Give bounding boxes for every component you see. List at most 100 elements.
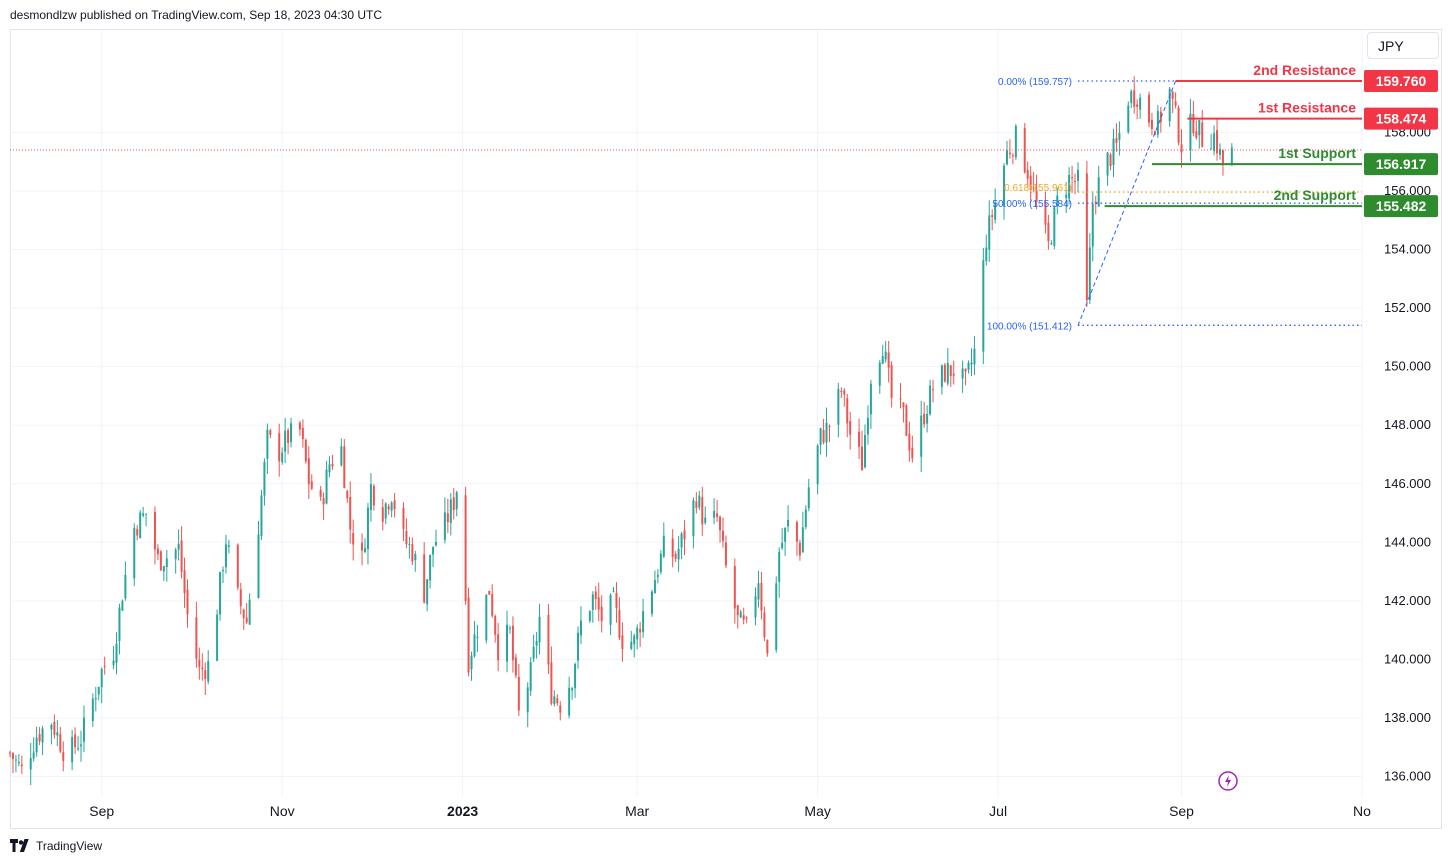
candle-body[interactable]: [739, 611, 742, 618]
candle-body[interactable]: [298, 422, 301, 430]
candle-body[interactable]: [77, 748, 80, 750]
candle-body[interactable]: [568, 687, 571, 716]
candle-body[interactable]: [1094, 201, 1097, 205]
candle-body[interactable]: [858, 431, 861, 447]
candle-body[interactable]: [124, 574, 127, 599]
candle-body[interactable]: [174, 549, 177, 560]
candle-body[interactable]: [1071, 177, 1074, 179]
candle-body[interactable]: [636, 627, 639, 640]
candle-body[interactable]: [94, 697, 97, 700]
candle-body[interactable]: [506, 624, 509, 662]
candle-body[interactable]: [387, 506, 390, 510]
candle-body[interactable]: [920, 415, 923, 457]
candle-body[interactable]: [56, 732, 59, 736]
candle-body[interactable]: [816, 445, 819, 485]
candle-body[interactable]: [322, 498, 325, 505]
candle-body[interactable]: [426, 579, 429, 605]
candle-body[interactable]: [346, 491, 349, 499]
candle-body[interactable]: [508, 627, 511, 629]
candle-body[interactable]: [804, 509, 807, 528]
candle-body[interactable]: [162, 566, 165, 572]
candle-body[interactable]: [1056, 195, 1059, 207]
candle-body[interactable]: [1136, 104, 1139, 107]
candle-body[interactable]: [473, 634, 476, 657]
candle-body[interactable]: [1156, 111, 1159, 135]
candle-body[interactable]: [29, 758, 32, 770]
candle-body[interactable]: [435, 541, 438, 546]
candle-body[interactable]: [1171, 91, 1174, 99]
candle-body[interactable]: [801, 527, 804, 553]
candle-body[interactable]: [781, 542, 784, 549]
candle-body[interactable]: [1109, 154, 1112, 167]
candle-body[interactable]: [242, 609, 245, 619]
candle-body[interactable]: [778, 551, 781, 582]
candle-body[interactable]: [991, 215, 994, 217]
candle-body[interactable]: [301, 427, 304, 440]
candle-body[interactable]: [579, 620, 582, 636]
candle-body[interactable]: [905, 405, 908, 436]
candle-body[interactable]: [310, 481, 313, 489]
candle-body[interactable]: [970, 362, 973, 365]
candle-body[interactable]: [724, 542, 727, 566]
candle-body[interactable]: [532, 646, 535, 659]
candle-body[interactable]: [588, 611, 591, 621]
candle-body[interactable]: [423, 554, 426, 603]
candle-body[interactable]: [236, 544, 239, 588]
candle-body[interactable]: [1153, 131, 1156, 135]
candle-body[interactable]: [698, 495, 701, 508]
candle-body[interactable]: [1133, 90, 1136, 107]
candle-body[interactable]: [488, 590, 491, 595]
candle-body[interactable]: [207, 661, 210, 682]
candle-body[interactable]: [9, 752, 11, 754]
lightning-event-icon[interactable]: [1218, 771, 1238, 791]
candle-body[interactable]: [219, 572, 222, 615]
candle-body[interactable]: [1074, 181, 1077, 183]
candle-body[interactable]: [100, 668, 103, 688]
candle-body[interactable]: [284, 430, 287, 452]
candle-body[interactable]: [642, 611, 645, 633]
candle-body[interactable]: [952, 373, 955, 376]
candle-body[interactable]: [973, 348, 976, 365]
candle-body[interactable]: [825, 422, 828, 443]
candle-body[interactable]: [1130, 91, 1133, 104]
candle-body[interactable]: [136, 528, 139, 536]
candle-body[interactable]: [115, 643, 118, 664]
candle-body[interactable]: [41, 728, 44, 743]
candle-body[interactable]: [985, 247, 988, 262]
candle-body[interactable]: [1192, 113, 1195, 134]
candle-body[interactable]: [349, 496, 352, 530]
candle-body[interactable]: [408, 544, 411, 546]
candle-body[interactable]: [908, 433, 911, 451]
candle-body[interactable]: [574, 663, 577, 689]
candle-body[interactable]: [550, 662, 553, 704]
candle-body[interactable]: [716, 513, 719, 518]
candle-body[interactable]: [307, 458, 310, 485]
candle-body[interactable]: [1097, 177, 1100, 207]
candle-body[interactable]: [887, 352, 890, 368]
candle-body[interactable]: [260, 495, 263, 537]
candle-body[interactable]: [133, 527, 136, 579]
candle-body[interactable]: [795, 522, 798, 542]
candle-body[interactable]: [961, 368, 964, 379]
candle-body[interactable]: [538, 616, 541, 643]
candle-body[interactable]: [319, 489, 322, 497]
candle-body[interactable]: [50, 724, 53, 730]
candle-body[interactable]: [381, 507, 384, 522]
candle-body[interactable]: [1147, 94, 1150, 123]
candle-body[interactable]: [1050, 243, 1053, 245]
candle-body[interactable]: [145, 513, 148, 515]
candle-body[interactable]: [967, 362, 970, 370]
candle-body[interactable]: [82, 717, 85, 742]
candle-body[interactable]: [926, 414, 929, 424]
candle-body[interactable]: [553, 696, 556, 705]
candle-body[interactable]: [142, 513, 145, 516]
candle-body[interactable]: [269, 430, 272, 435]
candle-body[interactable]: [1032, 187, 1035, 189]
candle-body[interactable]: [183, 570, 186, 594]
candle-body[interactable]: [1198, 120, 1201, 136]
candle-body[interactable]: [1044, 202, 1047, 225]
candle-body[interactable]: [866, 417, 869, 435]
candle-body[interactable]: [1029, 175, 1032, 191]
candle-body[interactable]: [982, 260, 985, 352]
candle-body[interactable]: [331, 464, 334, 467]
